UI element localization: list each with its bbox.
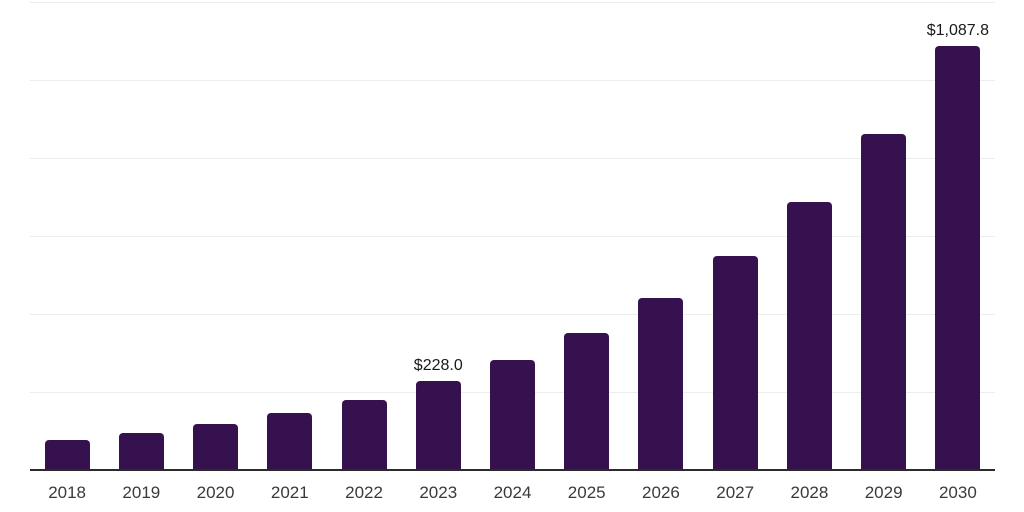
x-tick-label-2021: 2021: [270, 483, 309, 502]
bar-2028: [786, 202, 832, 470]
x-tick-label-2028: 2028: [790, 483, 829, 502]
x-tick-label-2020: 2020: [196, 483, 235, 502]
bar-2022: [341, 399, 387, 470]
gridline-800: [30, 157, 995, 159]
x-axis-line: [30, 469, 995, 471]
gridline-1000: [30, 79, 995, 81]
bar-2019: [118, 432, 164, 470]
bar-2027: [712, 255, 758, 470]
data-label-2030: $1,087.8: [926, 21, 990, 39]
x-tick-label-2022: 2022: [345, 483, 383, 502]
x-tick-label-2029: 2029: [864, 483, 903, 502]
bar-2026: [638, 298, 684, 470]
x-tick-label-2023: 2023: [419, 483, 458, 502]
bar-2024: [490, 359, 535, 470]
x-tick-label-2019: 2019: [122, 483, 161, 502]
bar-2029: [861, 133, 907, 470]
x-tick-label-2026: 2026: [642, 483, 680, 502]
x-tick-label-2018: 2018: [48, 483, 87, 502]
gridline-1200: [30, 1, 995, 3]
bar-2023: [415, 381, 461, 470]
x-tick-label-2030: 2030: [938, 483, 977, 502]
bar-2020: [193, 423, 239, 470]
bar-2018: [44, 439, 90, 470]
gridline-600: [30, 235, 995, 237]
x-tick-label-2025: 2025: [567, 483, 606, 502]
plot-area: $228.0 $1,087.8: [30, 1, 995, 471]
bar-2030: [935, 45, 981, 470]
x-tick-label-2027: 2027: [716, 483, 755, 502]
x-axis-labels: 2018 2019 2020 2021 2022 2023 2024 2025 2026 2027…: [30, 483, 995, 505]
x-tick-label-2024: 2024: [493, 483, 532, 502]
gridline-400: [30, 313, 995, 315]
bar-2025: [564, 332, 610, 470]
data-label-2023: $228.0: [413, 357, 463, 375]
bar-2021: [267, 412, 313, 470]
